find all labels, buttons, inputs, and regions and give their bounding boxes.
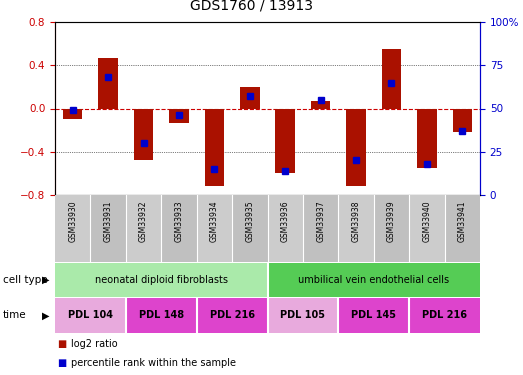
Text: GSM33935: GSM33935 [245,200,254,242]
Bar [303,195,338,262]
Bar [338,195,374,262]
Bar [417,108,437,168]
Bar [240,87,259,108]
Text: log2 ratio: log2 ratio [71,339,117,349]
Text: PDL 105: PDL 105 [280,310,325,321]
Bar [232,195,267,262]
Text: PDL 148: PDL 148 [139,310,184,321]
Bar [409,195,445,262]
Text: PDL 104: PDL 104 [68,310,113,321]
Bar [338,298,409,333]
Bar [267,263,480,297]
Bar [346,108,366,186]
Bar [197,298,267,333]
Text: GSM33937: GSM33937 [316,200,325,242]
Bar [311,101,331,108]
Text: GSM33933: GSM33933 [175,200,184,242]
Bar [63,108,83,119]
Text: neonatal diploid fibroblasts: neonatal diploid fibroblasts [95,275,228,285]
Text: umbilical vein endothelial cells: umbilical vein endothelial cells [298,275,449,285]
Bar [409,298,480,333]
Text: ■: ■ [58,358,67,368]
Text: GSM33934: GSM33934 [210,200,219,242]
Bar [452,108,472,132]
Text: GSM33936: GSM33936 [281,200,290,242]
Text: percentile rank within the sample: percentile rank within the sample [71,358,236,368]
Bar [161,195,197,262]
Text: PDL 216: PDL 216 [422,310,467,321]
Text: GSM33941: GSM33941 [458,200,467,242]
Bar [276,108,295,173]
Text: time: time [3,310,26,321]
Text: PDL 216: PDL 216 [210,310,255,321]
Text: ▶: ▶ [42,275,50,285]
Bar [134,108,153,160]
Bar [204,108,224,186]
Text: GSM33940: GSM33940 [423,200,431,242]
Bar [169,108,189,123]
Text: GSM33939: GSM33939 [387,200,396,242]
Bar [55,195,90,262]
Bar [197,195,232,262]
Bar [382,49,401,108]
Text: cell type: cell type [3,275,47,285]
Bar [267,195,303,262]
Bar [267,298,338,333]
Bar [55,263,267,297]
Text: GSM33938: GSM33938 [351,200,360,242]
Bar [374,195,409,262]
Text: ▶: ▶ [42,310,50,321]
Bar [126,195,161,262]
Bar [445,195,480,262]
Text: ■: ■ [58,339,67,349]
Bar [55,298,126,333]
Text: GSM33931: GSM33931 [104,200,112,242]
Bar [98,58,118,108]
Text: GSM33932: GSM33932 [139,200,148,242]
Bar [90,195,126,262]
Bar [126,298,197,333]
Text: GDS1760 / 13913: GDS1760 / 13913 [190,0,313,13]
Text: GSM33930: GSM33930 [68,200,77,242]
Text: PDL 145: PDL 145 [351,310,396,321]
